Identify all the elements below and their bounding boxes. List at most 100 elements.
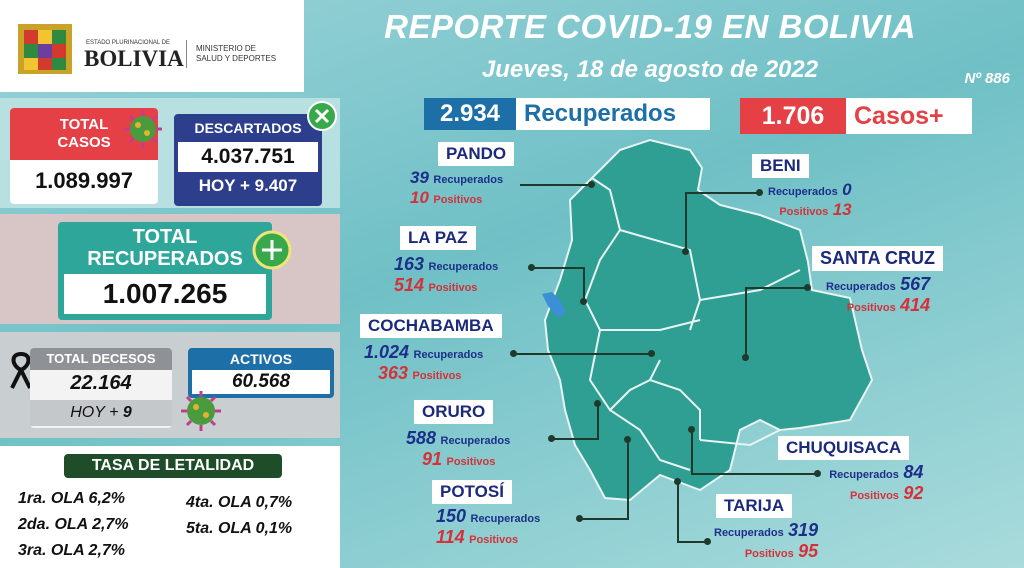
logo-box: ESTADO PLURINACIONAL DE BOLIVIA MINISTER… [0,0,300,92]
beni-name: BENI [752,154,809,178]
activos-label: ACTIVOS [229,351,293,367]
chuquisaca-recuperados: 84 [903,462,924,482]
tarija-stats: Recuperados 319 Positivos 95 [714,520,818,562]
decesos-card: TOTAL DECESOS 22.164 HOY + 9 [30,348,172,428]
pando-name: PANDO [438,142,515,166]
la-paz-leader-h [532,267,584,269]
beni-positivos: 13 [832,200,852,219]
santa-cruz-leader-v [745,287,747,357]
plus-circle-icon [252,230,292,270]
logo-line1: ESTADO PLURINACIONAL DE [86,40,171,46]
close-circle-icon [307,101,337,131]
cochabamba-name: COCHABAMBA [360,314,502,338]
la-paz-marker [580,298,587,305]
activos-value: 60.568 [192,370,330,394]
beni-positivos-label: Positivos [779,206,829,218]
beni-leader-h [686,192,758,194]
la-paz-positivos: 514 [394,275,425,295]
chuquisaca-leader-v [691,430,693,475]
potosi-positivos: 114 [436,527,465,547]
lake-titicaca [542,292,566,318]
beni-recuperados: 0 [842,180,852,199]
oruro-name: ORURO [414,400,494,424]
cochabamba-dot [510,350,517,357]
oruro-leader-h [552,438,598,440]
letalidad-col1: 1ra. OLA 6,2% 2da. OLA 2,7% 3ra. OLA 2,7… [18,486,129,564]
chuquisaca-marker [688,426,695,433]
potosi-recuperados-label: Recuperados [470,513,541,525]
ola-4: 4ta. OLA 0,7% [186,494,293,511]
report-number: Nº 886 [964,70,1010,87]
tarija-leader-h [678,541,706,543]
beni-recuperados-label: Recuperados [768,186,838,198]
page-title: REPORTE COVID-19 EN BOLIVIA [384,8,916,45]
beni-marker [682,248,689,255]
chuquisaca-leader-h [692,473,816,475]
tarija-marker [674,478,681,485]
la-paz-recuperados-label: Recuperados [428,261,499,273]
decesos-hoy-prefix: HOY + [70,404,119,421]
report-date: Jueves, 18 de agosto de 2022 [481,56,819,83]
activos-card: ACTIVOS 60.568 [188,348,334,398]
potosi-stats: 150 Recuperados 114 Positivos [436,506,540,548]
la-paz-leader-v [583,267,585,301]
total-recuperados-value: 1.007.265 [64,274,266,314]
ola-1: 1ra. OLA 6,2% [18,490,126,507]
tarija-positivos-label: Positivos [744,548,794,560]
chuquisaca-name: CHUQUISACA [778,436,910,460]
descartados-value: 4.037.751 [178,142,318,172]
oruro-stats: 588 Recuperados 91 Positivos [406,428,510,470]
ola-3: 3ra. OLA 2,7% [18,542,126,559]
daily-recuperados: 2.934 Recuperados [424,98,710,130]
santa-cruz-positivos-label: Positivos [846,302,896,314]
ministry-line1: MINISTERIO DE [196,44,257,53]
letalidad-col2: 4ta. OLA 0,7% 5ta. OLA 0,1% [186,490,292,542]
descartados-label: DESCARTADOS [194,120,302,136]
ministry-line2: SALUD Y DEPORTES [196,54,277,63]
chuquisaca-dot [814,470,821,477]
cochabamba-recuperados: 1.024 [364,342,410,362]
decesos-value: 22.164 [70,372,132,394]
descartados-hoy: HOY + 9.407 [198,176,298,195]
oruro-dot [548,435,555,442]
cochabamba-marker [648,350,655,357]
santa-cruz-dot [804,284,811,291]
potosi-positivos-label: Positivos [469,534,519,546]
potosi-recuperados: 150 [436,506,467,526]
oruro-leader-v [597,404,599,440]
chuquisaca-stats: Recuperados 84 Positivos 92 [826,462,923,504]
daily-recuperados-label: Recuperados [524,100,677,127]
recuperados-label-1: TOTAL [132,226,198,248]
pando-recuperados: 39 [410,168,429,187]
tarija-dot [704,538,711,545]
santa-cruz-stats: Recuperados 567 Positivos 414 [826,274,930,316]
beni-leader-v [685,192,687,250]
tarija-leader-v [677,482,679,543]
ola-2: 2da. OLA 2,7% [18,516,129,533]
pando-marker [588,181,595,188]
daily-casos-label: Casos+ [854,102,944,130]
la-paz-dot [528,264,535,271]
cochabamba-leader [514,353,650,355]
cochabamba-stats: 1.024 Recuperados 363 Positivos [364,342,483,384]
la-paz-positivos-label: Positivos [428,282,478,294]
chuquisaca-positivos: 92 [903,483,924,503]
tarija-name: TARIJA [716,494,793,518]
potosi-dot [576,515,583,522]
tarija-recuperados: 319 [788,520,819,540]
oruro-positivos-label: Positivos [446,456,496,468]
virus-icon [124,110,162,148]
oruro-recuperados: 588 [406,428,437,448]
oruro-marker [594,400,601,407]
la-paz-name: LA PAZ [400,226,476,250]
pando-positivos: 10 [410,188,429,207]
santa-cruz-name: SANTA CRUZ [812,246,943,271]
oruro-recuperados-label: Recuperados [440,435,511,447]
decesos-hoy: HOY + 9 [30,400,172,426]
daily-recuperados-value: 2.934 [424,98,516,130]
logo-divider [186,40,187,68]
pando-stats: 39 Recuperados 10 Positivos [410,168,503,208]
santa-cruz-positivos: 414 [900,295,931,315]
virus-icon [181,391,221,431]
